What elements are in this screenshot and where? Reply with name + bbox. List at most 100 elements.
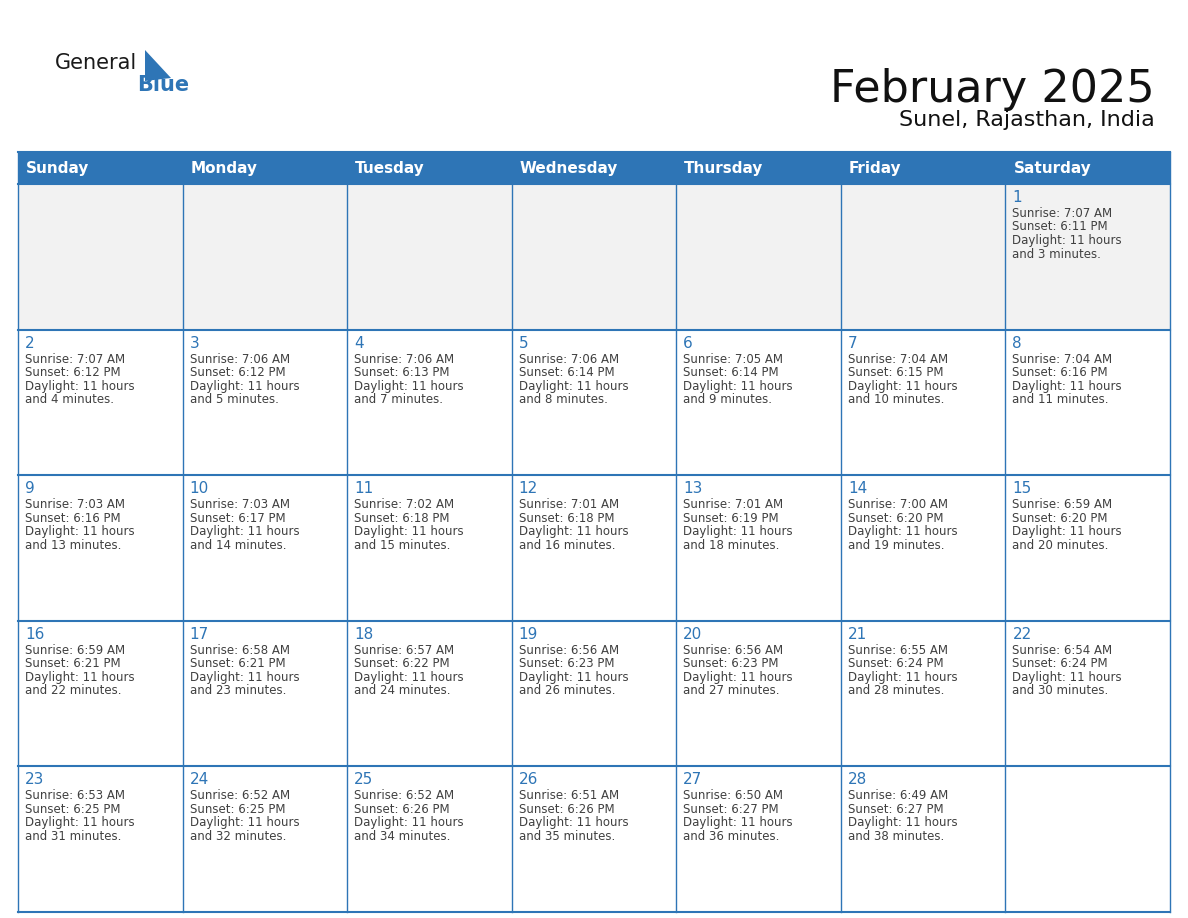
- Text: Sunrise: 7:07 AM: Sunrise: 7:07 AM: [25, 353, 125, 365]
- Text: Daylight: 11 hours: Daylight: 11 hours: [1012, 234, 1121, 247]
- Text: Sunset: 6:12 PM: Sunset: 6:12 PM: [25, 366, 121, 379]
- Text: and 19 minutes.: and 19 minutes.: [848, 539, 944, 552]
- Text: Sunday: Sunday: [26, 161, 89, 175]
- Text: Sunset: 6:20 PM: Sunset: 6:20 PM: [848, 511, 943, 525]
- Text: Sunrise: 7:05 AM: Sunrise: 7:05 AM: [683, 353, 783, 365]
- Text: Daylight: 11 hours: Daylight: 11 hours: [848, 380, 958, 393]
- Bar: [347, 621, 512, 767]
- Text: 25: 25: [354, 772, 373, 788]
- Text: Sunset: 6:12 PM: Sunset: 6:12 PM: [190, 366, 285, 379]
- Text: 18: 18: [354, 627, 373, 642]
- Text: Sunrise: 6:51 AM: Sunrise: 6:51 AM: [519, 789, 619, 802]
- Text: Daylight: 11 hours: Daylight: 11 hours: [354, 816, 463, 829]
- Text: Sunrise: 7:02 AM: Sunrise: 7:02 AM: [354, 498, 454, 511]
- Polygon shape: [145, 50, 171, 81]
- Text: Monday: Monday: [190, 161, 258, 175]
- Text: Sunset: 6:11 PM: Sunset: 6:11 PM: [1012, 220, 1108, 233]
- Bar: [183, 184, 347, 330]
- Text: Daylight: 11 hours: Daylight: 11 hours: [25, 816, 134, 829]
- Bar: [676, 184, 841, 330]
- Bar: [1005, 767, 1170, 912]
- Text: and 27 minutes.: and 27 minutes.: [683, 684, 779, 698]
- Bar: [676, 476, 841, 621]
- Text: Sunset: 6:19 PM: Sunset: 6:19 PM: [683, 511, 779, 525]
- Text: Sunset: 6:24 PM: Sunset: 6:24 PM: [1012, 657, 1108, 670]
- Bar: [183, 330, 347, 476]
- Text: Sunrise: 6:57 AM: Sunrise: 6:57 AM: [354, 644, 454, 656]
- Bar: [512, 330, 676, 476]
- Bar: [1005, 330, 1170, 476]
- Text: Daylight: 11 hours: Daylight: 11 hours: [848, 816, 958, 829]
- Text: Daylight: 11 hours: Daylight: 11 hours: [683, 816, 792, 829]
- Bar: [1005, 621, 1170, 767]
- Bar: [183, 621, 347, 767]
- Text: Daylight: 11 hours: Daylight: 11 hours: [848, 671, 958, 684]
- Bar: [183, 476, 347, 621]
- Text: Sunrise: 6:59 AM: Sunrise: 6:59 AM: [25, 644, 125, 656]
- Bar: [841, 621, 1005, 767]
- Text: 24: 24: [190, 772, 209, 788]
- Text: Sunset: 6:23 PM: Sunset: 6:23 PM: [519, 657, 614, 670]
- Text: Sunset: 6:15 PM: Sunset: 6:15 PM: [848, 366, 943, 379]
- Bar: [841, 476, 1005, 621]
- Bar: [841, 184, 1005, 330]
- Text: Daylight: 11 hours: Daylight: 11 hours: [683, 380, 792, 393]
- Text: Daylight: 11 hours: Daylight: 11 hours: [190, 816, 299, 829]
- Text: and 23 minutes.: and 23 minutes.: [190, 684, 286, 698]
- Text: Sunset: 6:25 PM: Sunset: 6:25 PM: [25, 803, 120, 816]
- Text: and 4 minutes.: and 4 minutes.: [25, 393, 114, 406]
- Text: 21: 21: [848, 627, 867, 642]
- Text: 12: 12: [519, 481, 538, 497]
- Text: Daylight: 11 hours: Daylight: 11 hours: [354, 525, 463, 538]
- Text: Sunset: 6:25 PM: Sunset: 6:25 PM: [190, 803, 285, 816]
- Text: Sunset: 6:22 PM: Sunset: 6:22 PM: [354, 657, 450, 670]
- Bar: [347, 184, 512, 330]
- Text: Sunrise: 6:52 AM: Sunrise: 6:52 AM: [190, 789, 290, 802]
- Text: 1: 1: [1012, 190, 1022, 205]
- Text: Sunset: 6:21 PM: Sunset: 6:21 PM: [190, 657, 285, 670]
- Text: Sunset: 6:27 PM: Sunset: 6:27 PM: [848, 803, 943, 816]
- Text: Sunset: 6:27 PM: Sunset: 6:27 PM: [683, 803, 779, 816]
- Bar: [512, 621, 676, 767]
- Text: Sunset: 6:26 PM: Sunset: 6:26 PM: [354, 803, 450, 816]
- Text: and 35 minutes.: and 35 minutes.: [519, 830, 615, 843]
- Text: and 15 minutes.: and 15 minutes.: [354, 539, 450, 552]
- Text: and 36 minutes.: and 36 minutes.: [683, 830, 779, 843]
- Text: Sunset: 6:16 PM: Sunset: 6:16 PM: [25, 511, 121, 525]
- Bar: [347, 330, 512, 476]
- Text: 8: 8: [1012, 336, 1022, 351]
- Text: Sunrise: 6:55 AM: Sunrise: 6:55 AM: [848, 644, 948, 656]
- Text: 26: 26: [519, 772, 538, 788]
- Text: 7: 7: [848, 336, 858, 351]
- Text: Sunrise: 7:00 AM: Sunrise: 7:00 AM: [848, 498, 948, 511]
- Text: Sunrise: 6:50 AM: Sunrise: 6:50 AM: [683, 789, 783, 802]
- Text: February 2025: February 2025: [830, 68, 1155, 111]
- Text: and 26 minutes.: and 26 minutes.: [519, 684, 615, 698]
- Text: 20: 20: [683, 627, 702, 642]
- Text: Sunrise: 6:52 AM: Sunrise: 6:52 AM: [354, 789, 454, 802]
- Bar: [841, 767, 1005, 912]
- Text: Sunset: 6:17 PM: Sunset: 6:17 PM: [190, 511, 285, 525]
- Text: General: General: [55, 53, 138, 73]
- Bar: [18, 152, 1170, 184]
- Text: Daylight: 11 hours: Daylight: 11 hours: [848, 525, 958, 538]
- Bar: [512, 476, 676, 621]
- Bar: [183, 767, 347, 912]
- Text: Sunset: 6:18 PM: Sunset: 6:18 PM: [354, 511, 449, 525]
- Text: Sunset: 6:16 PM: Sunset: 6:16 PM: [1012, 366, 1108, 379]
- Text: Daylight: 11 hours: Daylight: 11 hours: [519, 525, 628, 538]
- Text: 13: 13: [683, 481, 702, 497]
- Text: Tuesday: Tuesday: [355, 161, 425, 175]
- Text: 11: 11: [354, 481, 373, 497]
- Text: Daylight: 11 hours: Daylight: 11 hours: [190, 525, 299, 538]
- Text: Daylight: 11 hours: Daylight: 11 hours: [1012, 525, 1121, 538]
- Text: and 16 minutes.: and 16 minutes.: [519, 539, 615, 552]
- Text: 27: 27: [683, 772, 702, 788]
- Text: 4: 4: [354, 336, 364, 351]
- Text: Sunset: 6:18 PM: Sunset: 6:18 PM: [519, 511, 614, 525]
- Text: and 18 minutes.: and 18 minutes.: [683, 539, 779, 552]
- Text: and 13 minutes.: and 13 minutes.: [25, 539, 121, 552]
- Text: and 8 minutes.: and 8 minutes.: [519, 393, 607, 406]
- Text: Thursday: Thursday: [684, 161, 764, 175]
- Bar: [18, 476, 183, 621]
